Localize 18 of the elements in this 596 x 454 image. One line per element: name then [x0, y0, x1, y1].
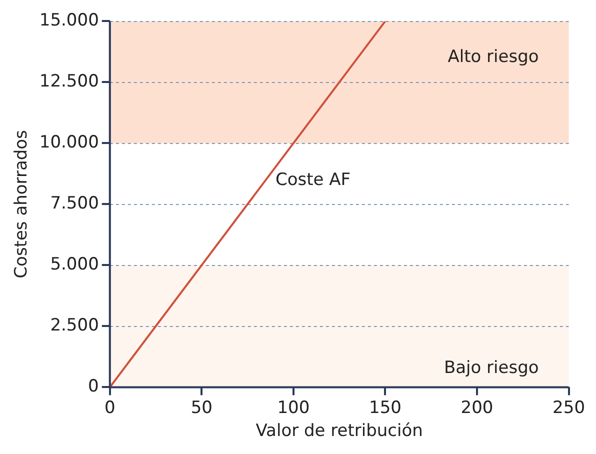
x-tick-label: 100 [277, 398, 310, 418]
x-tick-label: 150 [368, 398, 402, 418]
band-label: Bajo riesgo [444, 358, 539, 378]
y-tick-label: 0 [88, 376, 99, 397]
y-tick-label: 15.000 [39, 10, 99, 31]
y-tick-label: 10.000 [39, 132, 99, 153]
x-axis-title: Valor de retribución [256, 421, 423, 442]
x-tick-label: 250 [552, 398, 586, 418]
y-axis-title: Costes ahorrados [12, 130, 32, 278]
y-tick-label: 7.500 [50, 194, 99, 214]
x-tick-label: 50 [190, 398, 212, 418]
x-tick-label: 0 [104, 398, 116, 418]
y-tick-label: 12.500 [39, 72, 99, 92]
y-tick-label: 2.500 [50, 316, 99, 336]
series-label: Coste AF [275, 170, 351, 190]
band-label: Alto riesgo [448, 47, 539, 68]
y-tick-label: 5.000 [50, 254, 99, 275]
x-tick-label: 200 [460, 398, 494, 418]
